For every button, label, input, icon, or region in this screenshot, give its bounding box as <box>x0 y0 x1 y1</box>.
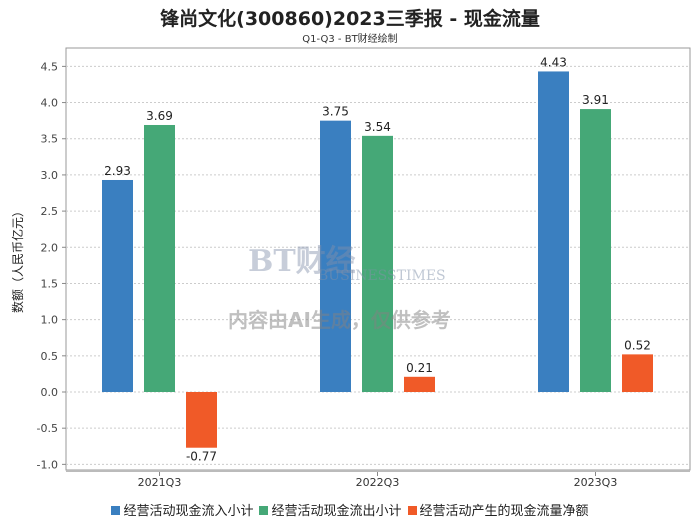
bar-2022Q3-2 <box>404 376 435 392</box>
legend-item[interactable]: 经营活动现金流入小计 <box>111 504 253 519</box>
data-label: 3.54 <box>364 120 391 134</box>
x-tick-label: 2022Q3 <box>356 476 400 489</box>
bar-2023Q3-0 <box>538 71 569 393</box>
y-axis-label: 数额（人民币亿元） <box>10 205 25 313</box>
data-label: 2.93 <box>104 164 131 178</box>
data-label: 0.21 <box>406 361 433 375</box>
y-tick-label: 0.5 <box>41 350 59 363</box>
legend-label: 经营活动现金流出小计 <box>271 504 402 519</box>
legend: 经营活动现金流入小计 经营活动现金流出小计 经营活动产生的现金流量净额 <box>0 500 700 519</box>
legend-swatch <box>407 506 417 515</box>
legend-label: 经营活动现金流入小计 <box>123 504 254 519</box>
y-tick-label: 3.0 <box>41 169 59 182</box>
y-tick-label: -0.5 <box>37 422 58 435</box>
x-tick-label: 2021Q3 <box>138 476 182 489</box>
y-tick-label: 1.0 <box>41 314 59 327</box>
y-tick-label: 4.0 <box>41 97 59 110</box>
legend-item[interactable]: 经营活动产生的现金流量净额 <box>407 504 589 519</box>
bar-2021Q3-1 <box>144 124 175 392</box>
y-tick-label: 2.0 <box>41 241 59 254</box>
legend-label: 经营活动产生的现金流量净额 <box>419 504 589 519</box>
bar-2023Q3-2 <box>622 354 653 392</box>
y-tick-label: -1.0 <box>37 458 58 471</box>
y-tick-label: 3.5 <box>41 133 59 146</box>
chart-subtitle: Q1-Q3 - BT财经绘制 <box>302 34 398 45</box>
legend-item[interactable]: 经营活动现金流出小计 <box>259 504 402 519</box>
bar-2022Q3-1 <box>362 135 393 393</box>
data-label: 3.69 <box>146 109 173 123</box>
bar-2021Q3-0 <box>102 179 133 392</box>
bar-2022Q3-0 <box>320 120 351 393</box>
x-tick-label: 2023Q3 <box>574 476 618 489</box>
y-tick-label: 1.5 <box>41 277 59 290</box>
bar-2023Q3-1 <box>580 109 611 393</box>
legend-swatch <box>259 506 269 515</box>
y-tick-label: 4.5 <box>41 60 59 73</box>
data-label: 3.91 <box>582 93 609 107</box>
y-tick-label: 2.5 <box>41 205 59 218</box>
legend-swatch <box>111 506 121 515</box>
data-label: 3.75 <box>322 105 349 119</box>
y-tick-label: 0.0 <box>41 386 59 399</box>
data-label: 4.43 <box>540 55 567 69</box>
data-label: -0.77 <box>186 450 217 464</box>
chart-title: 锋尚文化(300860)2023三季报 - 现金流量 <box>160 8 540 30</box>
data-label: 0.52 <box>624 338 651 352</box>
bar-2021Q3-2 <box>186 392 217 448</box>
